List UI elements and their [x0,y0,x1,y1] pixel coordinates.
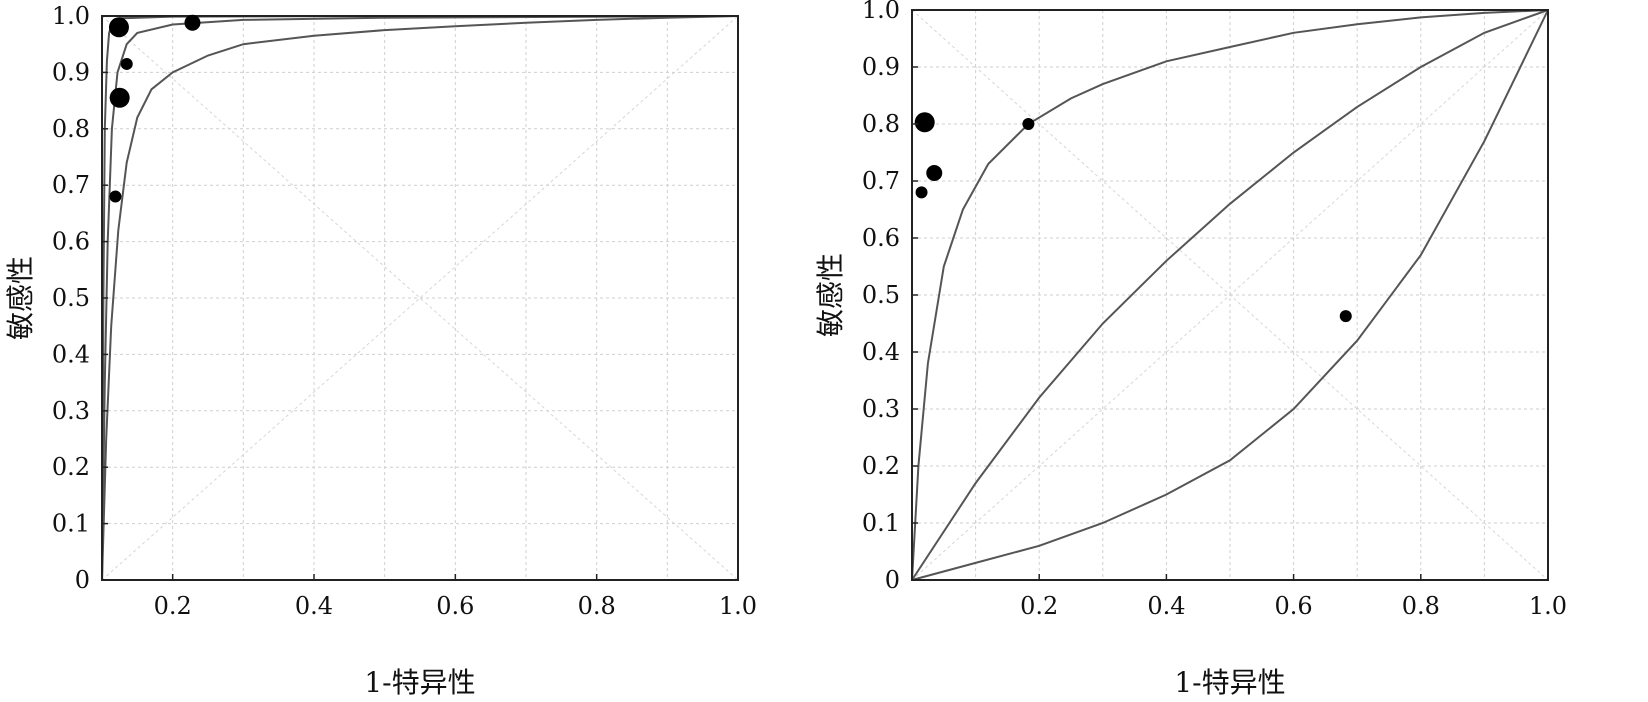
diagonal-line [101,15,739,581]
y-tick-label: 0.2 [862,452,900,480]
study-point [915,186,928,199]
x-tick-label: 0.4 [295,592,333,620]
anti-diagonal-line [101,15,739,581]
x-tick-label: 0.2 [1020,592,1058,620]
right-roc-panel: 0 0.1 0.2 0.3 0.4 0.5 0.6 0.7 0.8 0.9 1.0 0.2 0.4 0.6… [814,0,1567,699]
left-roc-panel: 0 0.1 0.2 0.3 0.4 0.5 0.6 0.7 0.8 0.9 1.0 0.2 0.4 0.6… [4,2,757,699]
y-tick-label: 0.6 [862,224,900,252]
y-tick-label: 0.4 [52,340,90,368]
roc-curve-1 [911,9,1549,581]
x-tick-label: 0.6 [436,592,474,620]
y-tick-label: 0.2 [52,453,90,481]
study-point [926,165,943,182]
study-point [1022,118,1035,130]
y-tick-label: 0.4 [862,338,900,366]
y-tick-label: 0.6 [52,228,90,256]
x-axis-title: 1-特异性 [364,666,475,699]
study-point [109,87,130,108]
y-tick-label: 1.0 [862,0,900,24]
y-tick-label: 0.9 [52,58,90,86]
study-point [108,17,129,38]
roc-curve-2 [911,9,1549,581]
x-axis-title: 1-特异性 [1174,666,1285,699]
study-point [109,190,122,203]
y-tick-label: 0.9 [862,53,900,81]
y-tick-label: 0.5 [862,281,900,309]
y-tick-label: 1.0 [52,2,90,30]
study-point [1339,310,1352,323]
study-point [184,14,201,31]
y-tick-label: 0.5 [52,284,90,312]
y-tick-label: 0.7 [52,171,90,199]
study-point [120,57,133,70]
y-tick-label: 0.1 [52,510,90,538]
roc-curve-2 [101,15,739,581]
y-tick-label: 0.1 [862,509,900,537]
y-tick-label: 0.8 [52,115,90,143]
x-tick-label: 0.8 [578,592,616,620]
roc-curve-3 [101,15,739,581]
y-tick-label: 0.3 [862,395,900,423]
y-tick-label: 0.8 [862,110,900,138]
y-tick-label: 0 [75,566,90,594]
y-tick-label: 0.3 [52,397,90,425]
y-tick-label: 0.7 [862,167,900,195]
study-point [914,112,935,133]
x-tick-label: 0.6 [1275,592,1313,620]
anti-diagonal-line [911,9,1549,581]
roc-curve-3 [911,9,1549,581]
y-tick-label: 0 [885,566,900,594]
x-tick-label: 0.4 [1147,592,1185,620]
x-tick-label: 1.0 [719,592,757,620]
x-tick-label: 0.2 [154,592,192,620]
y-axis-title: 敏感性 [4,256,37,340]
y-axis-title: 敏感性 [814,253,847,337]
x-tick-label: 0.8 [1402,592,1440,620]
x-tick-label: 1.0 [1529,592,1567,620]
